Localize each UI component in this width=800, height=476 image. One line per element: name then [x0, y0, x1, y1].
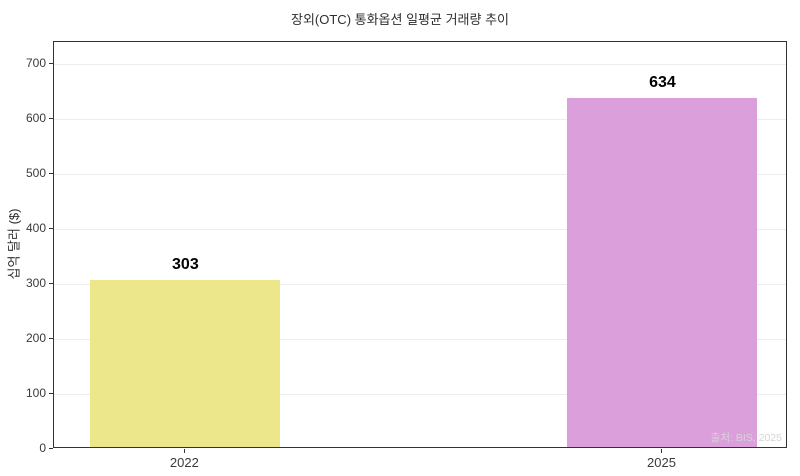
y-tick-label-700: 700: [25, 56, 46, 70]
gridline-y-400: [54, 228, 786, 230]
source-note: 출처: BIS, 2025: [710, 432, 782, 444]
bar-2025: [567, 98, 758, 447]
gridline-y-600: [54, 118, 786, 120]
y-tick-label-500: 500: [25, 166, 46, 180]
y-tick-mark-400: [49, 228, 53, 229]
bar-value-2025: 634: [649, 74, 676, 92]
y-tick-label-600: 600: [25, 111, 46, 125]
plot-area: 303 634 출처: BIS, 2025: [53, 41, 787, 448]
bar-2022: [90, 280, 281, 447]
bar-value-2022: 303: [172, 256, 199, 274]
gridline-y-700: [54, 63, 786, 65]
x-tick-mark-2022: [184, 449, 186, 453]
gridline-y-300: [54, 283, 786, 285]
gridline-y-500: [54, 173, 786, 175]
y-tick-mark-500: [49, 173, 53, 174]
y-tick-label-300: 300: [25, 276, 46, 290]
y-tick-mark-200: [49, 338, 53, 339]
y-tick-mark-0: [49, 448, 53, 449]
y-tick-mark-100: [49, 393, 53, 394]
gridline-y-100: [54, 393, 786, 395]
chart-title: 장외(OTC) 통화옵션 일평균 거래량 추이: [291, 12, 509, 27]
y-tick-label-100: 100: [25, 386, 46, 400]
y-tick-mark-700: [49, 63, 53, 64]
gridline-y-200: [54, 338, 786, 340]
y-tick-mark-300: [49, 283, 53, 284]
y-tick-mark-600: [49, 118, 53, 119]
x-tick-label-2022: 2022: [169, 455, 199, 470]
x-tick-label-2025: 2025: [647, 455, 676, 470]
x-tick-mark-2025: [661, 449, 663, 453]
y-tick-label-0: 0: [39, 441, 46, 455]
y-tick-label-400: 400: [25, 221, 46, 235]
y-tick-label-200: 200: [25, 331, 46, 345]
